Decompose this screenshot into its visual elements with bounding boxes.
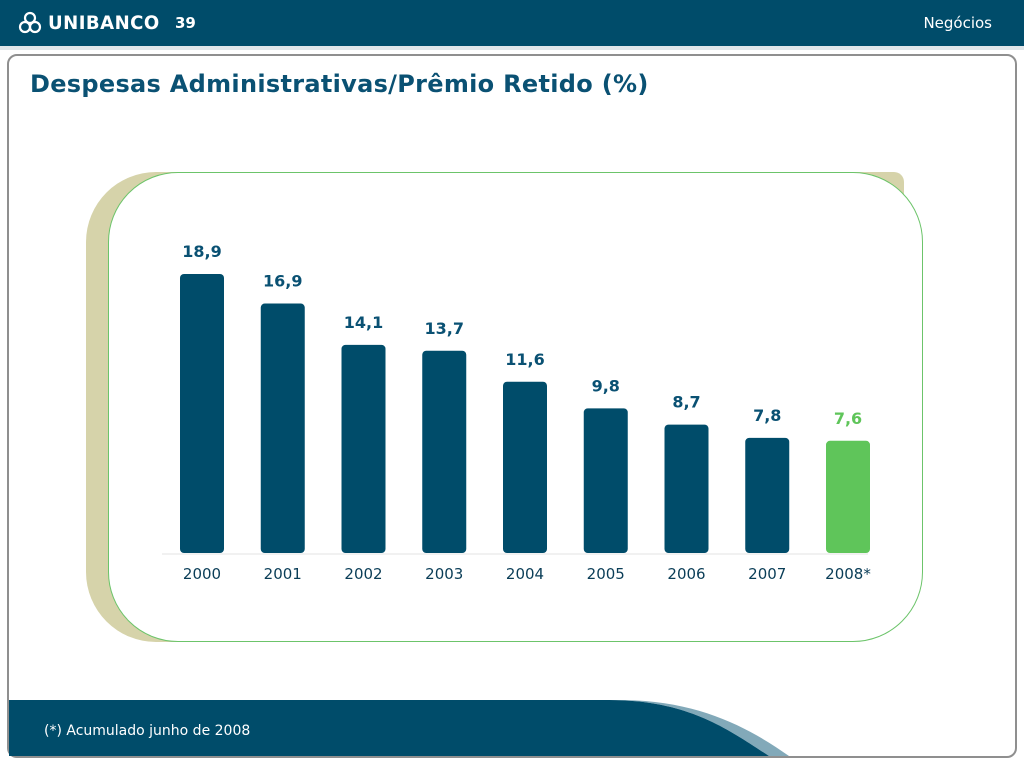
- footer-band: [9, 700, 789, 756]
- bar-2000: [180, 274, 224, 553]
- data-label-2002: 14,1: [344, 313, 383, 332]
- x-tick-label-2004: 2004: [506, 565, 544, 583]
- header-divider: [0, 46, 1024, 50]
- x-tick-label-2008: 2008*: [825, 565, 871, 583]
- bar-2007: [745, 437, 790, 553]
- section-label: Negócios: [923, 14, 992, 32]
- bar-2006: [664, 424, 709, 553]
- bar-2004: [503, 381, 547, 553]
- page-title: Despesas Administrativas/Prêmio Retido (…: [30, 70, 649, 98]
- bar-2008: [826, 440, 870, 553]
- data-label-2004: 11,6: [505, 350, 544, 369]
- data-label-2008: 7,6: [834, 409, 862, 428]
- page-number: 39: [175, 14, 196, 32]
- header-bar: UNIBANCO 39 Negócios: [0, 0, 1024, 46]
- bar-2002: [341, 344, 386, 553]
- x-tick-label-2002: 2002: [344, 565, 382, 583]
- x-tick-label-2006: 2006: [667, 565, 705, 583]
- data-label-2003: 13,7: [425, 319, 464, 338]
- brand-name: UNIBANCO: [48, 12, 160, 34]
- data-label-2000: 18,9: [182, 242, 221, 261]
- x-tick-label-2003: 2003: [425, 565, 463, 583]
- data-label-2007: 7,8: [753, 406, 781, 425]
- unibanco-logo-icon: [18, 11, 42, 34]
- x-tick-label-2005: 2005: [587, 565, 625, 583]
- data-label-2006: 8,7: [672, 393, 700, 412]
- brand-logo: UNIBANCO: [18, 10, 166, 36]
- data-label-2005: 9,8: [592, 376, 620, 395]
- x-tick-label-2001: 2001: [264, 565, 302, 583]
- footnote: (*) Acumulado junho de 2008: [44, 723, 251, 739]
- data-label-2001: 16,9: [263, 272, 302, 291]
- x-tick-label-2007: 2007: [748, 565, 786, 583]
- bar-2005: [583, 408, 628, 553]
- bar-2003: [422, 350, 467, 553]
- x-tick-label-2000: 2000: [183, 565, 221, 583]
- bar-2001: [260, 303, 305, 553]
